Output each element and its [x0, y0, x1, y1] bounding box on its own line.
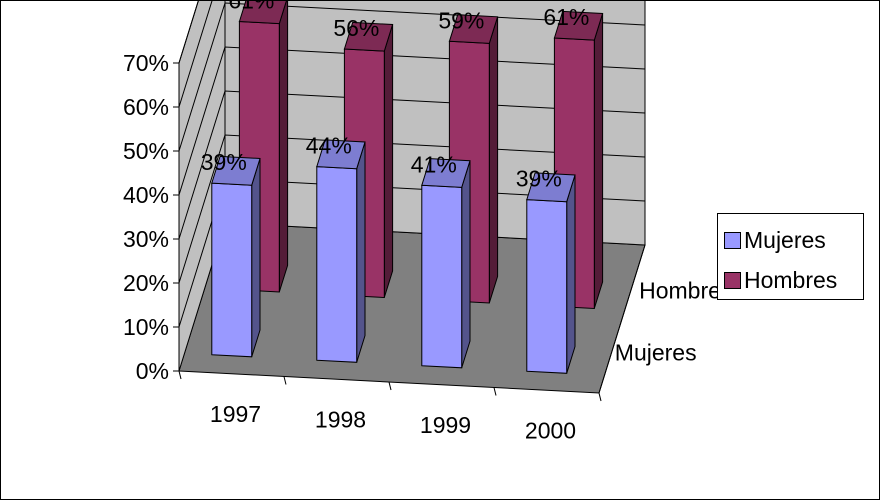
bar-side-mujeres-1997	[251, 158, 261, 357]
bar-side-hombres-2000	[593, 13, 604, 309]
data-labels: 39% 44% 41% 39% 61% 56% 59% 61%	[201, 1, 590, 192]
y-tick-label: 0%	[136, 358, 169, 384]
data-label-hombres-1999: 59%	[438, 7, 484, 33]
data-label-hombres-1998: 56%	[333, 15, 379, 41]
legend-swatch-mujeres	[724, 231, 741, 249]
bar-mujeres-1998	[316, 166, 358, 363]
y-tick-label: 70%	[123, 50, 169, 76]
bar-side-mujeres-1999	[461, 160, 471, 368]
bar-top-mujeres-1998	[316, 139, 366, 170]
bar-top-mujeres-2000	[526, 172, 576, 203]
legend-label-hombres: Hombres	[744, 266, 838, 293]
legend-swatch-hombres	[724, 271, 741, 289]
depth-label-hombres: Hombres	[639, 277, 732, 303]
bar-top-hombres-2000	[553, 10, 604, 41]
bar-mujeres-1997	[211, 182, 253, 358]
x-axis: 1997 1998 1999 2000	[210, 401, 576, 444]
x-tick-label: 2000	[525, 417, 576, 443]
depth-axis	[598, 244, 646, 394]
legend: Mujeres Hombres	[717, 213, 864, 300]
chart-left-wall	[178, 1, 226, 372]
y-tick-label: 10%	[123, 314, 169, 340]
x-tick	[388, 381, 392, 391]
legend-item-mujeres: Mujeres	[724, 226, 826, 254]
gridline	[178, 2, 646, 152]
x-tick	[493, 387, 497, 396]
bar-top-hombres-1999	[448, 14, 499, 44]
bar-side-hombres-1999	[488, 16, 499, 304]
depth-label-mujeres: Mujeres	[615, 340, 697, 366]
gridline	[178, 46, 646, 196]
x-tick	[598, 392, 602, 402]
data-label-hombres-1997: 61%	[228, 1, 274, 14]
x-tick	[283, 376, 287, 385]
y-tick-label: 40%	[123, 182, 169, 208]
gridline	[178, 134, 646, 284]
bar-side-mujeres-2000	[566, 174, 576, 374]
y-tick-label: 50%	[123, 138, 169, 164]
bar-side-hombres-1997	[278, 1, 289, 293]
x-tick-label: 1997	[210, 401, 261, 427]
legend-item-hombres: Hombres	[724, 266, 837, 294]
legend-label-mujeres: Mujeres	[744, 226, 826, 253]
data-label-hombres-2000: 61%	[543, 4, 589, 30]
gridline	[178, 90, 646, 240]
x-tick	[178, 370, 182, 380]
bar-mujeres-1999	[421, 184, 463, 369]
data-label-mujeres-2000: 39%	[516, 166, 562, 192]
bar-mujeres-2000	[526, 199, 568, 374]
data-label-mujeres-1997: 39%	[201, 149, 247, 175]
x-tick-label: 1998	[315, 406, 366, 432]
y-axis: 0% 10% 20% 30% 40% 50% 60% 70% Mujeres Hombres	[123, 50, 732, 402]
data-label-mujeres-1999: 41%	[411, 151, 457, 177]
bar-top-hombres-1998	[343, 21, 394, 52]
bar-top-hombres-1997	[238, 1, 287, 25]
bar-top-mujeres-1999	[421, 158, 471, 188]
bar-side-hombres-1998	[383, 24, 394, 298]
y-tick-label: 20%	[123, 270, 169, 296]
data-label-mujeres-1998: 44%	[306, 133, 352, 159]
bars	[211, 1, 604, 374]
bar-top-mujeres-1997	[211, 155, 261, 186]
bar-side-mujeres-1998	[356, 141, 366, 363]
gridline	[178, 1, 199, 64]
gridline	[178, 1, 213, 108]
x-tick-label: 1999	[420, 412, 471, 438]
y-tick-label: 60%	[123, 94, 169, 120]
y-tick-label: 30%	[123, 226, 169, 252]
